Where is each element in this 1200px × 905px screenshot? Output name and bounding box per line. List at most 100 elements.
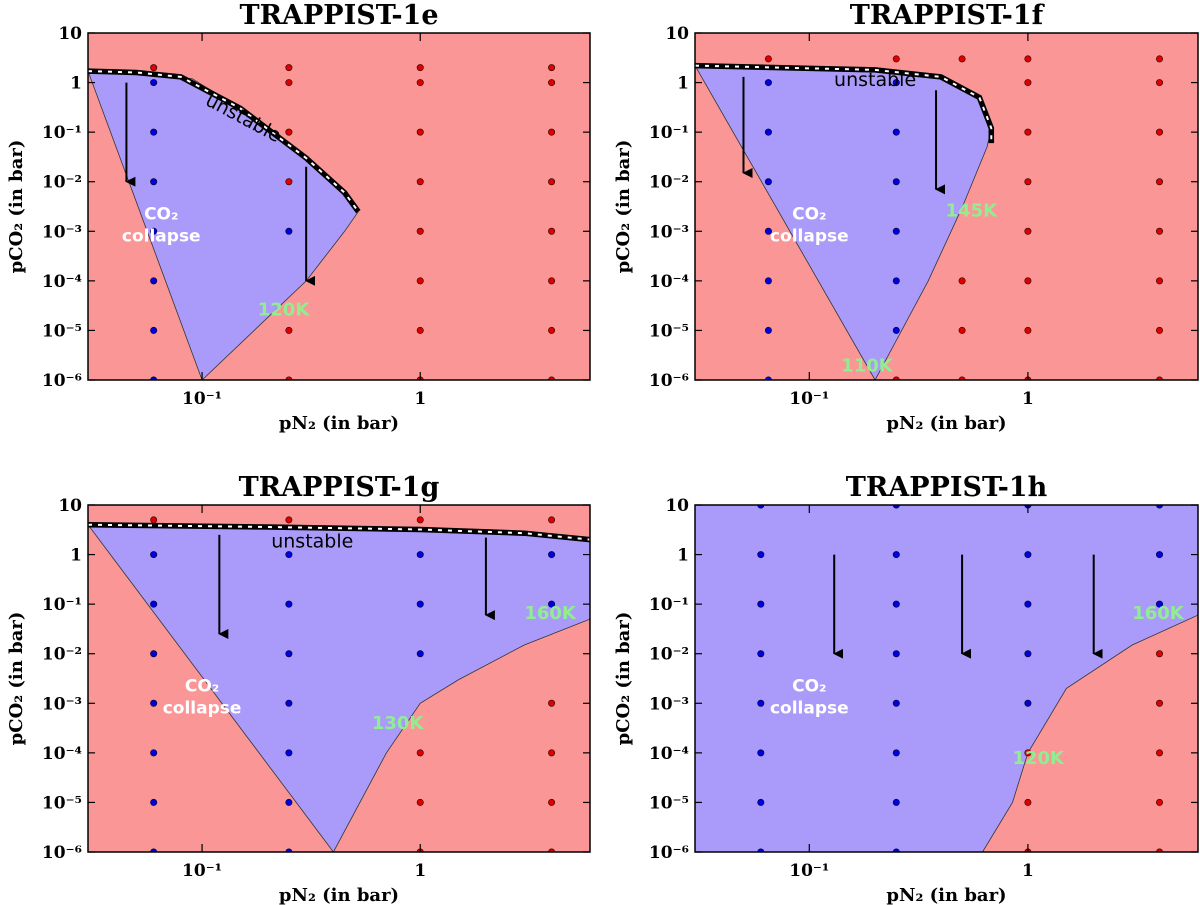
stable-point bbox=[1024, 798, 1032, 806]
panel-title: TRAPPIST-1g bbox=[239, 472, 440, 503]
stable-point bbox=[548, 326, 556, 334]
region-label-collapse: collapse bbox=[163, 698, 242, 718]
collapse-point bbox=[892, 277, 900, 285]
y-tick-label: 10⁻² bbox=[649, 645, 689, 665]
stable-point bbox=[548, 798, 556, 806]
y-axis-label: pCO₂ (in bar) bbox=[613, 612, 634, 746]
collapse-point bbox=[150, 128, 158, 136]
region-label-collapse: collapse bbox=[770, 226, 849, 246]
x-tick-label: 1 bbox=[414, 389, 426, 409]
y-tick-label: 10⁻⁴ bbox=[649, 272, 689, 292]
y-tick-label: 10⁻² bbox=[42, 173, 82, 193]
y-tick-label: 10 bbox=[665, 24, 689, 44]
collapse-point bbox=[757, 699, 765, 707]
y-tick-label: 10⁻⁴ bbox=[649, 744, 689, 764]
collapse-point bbox=[892, 551, 900, 559]
plot-content bbox=[88, 64, 556, 380]
collapse-point bbox=[416, 600, 424, 608]
plot-content bbox=[695, 55, 1164, 380]
region-label-co2: CO₂ bbox=[792, 204, 826, 224]
stable-point bbox=[416, 326, 424, 334]
stable-point bbox=[1156, 227, 1164, 235]
collapse-point bbox=[892, 650, 900, 658]
stable-point bbox=[1156, 79, 1164, 87]
stable-point bbox=[285, 326, 293, 334]
stable-point bbox=[416, 227, 424, 235]
collapse-point bbox=[892, 128, 900, 136]
collapse-point bbox=[764, 79, 772, 87]
plot-content bbox=[695, 505, 1198, 852]
stable-point bbox=[1024, 749, 1032, 757]
collapse-point bbox=[150, 798, 158, 806]
stable-point bbox=[285, 128, 293, 136]
collapse-point bbox=[764, 277, 772, 285]
collapse-point bbox=[764, 326, 772, 334]
collapse-point bbox=[1156, 551, 1164, 559]
temperature-label: 130K bbox=[372, 713, 425, 734]
x-axis-label: pN₂ (in bar) bbox=[886, 885, 1006, 905]
panel-title: TRAPPIST-1f bbox=[850, 0, 1046, 31]
collapse-point bbox=[757, 505, 765, 509]
collapse-point bbox=[150, 326, 158, 334]
collapse-point bbox=[892, 798, 900, 806]
collapse-point bbox=[892, 227, 900, 235]
stable-point bbox=[548, 227, 556, 235]
collapse-point bbox=[892, 326, 900, 334]
x-tick-label: 1 bbox=[414, 861, 426, 881]
stable-point bbox=[1024, 326, 1032, 334]
collapse-point bbox=[1024, 551, 1032, 559]
region-label-co2: CO₂ bbox=[144, 204, 178, 224]
collapse-point bbox=[285, 551, 293, 559]
plot-content bbox=[88, 516, 590, 852]
stable-point bbox=[285, 516, 293, 524]
stable-point bbox=[1024, 79, 1032, 87]
unstable-label: unstable bbox=[271, 530, 353, 552]
collapse-point bbox=[892, 79, 900, 87]
panel-title: TRAPPIST-1h bbox=[846, 472, 1048, 503]
collapse-point bbox=[548, 551, 556, 559]
collapse-point bbox=[892, 600, 900, 608]
y-tick-label: 1 bbox=[677, 74, 689, 94]
stable-point bbox=[548, 128, 556, 136]
collapse-point bbox=[285, 600, 293, 608]
collapse-point bbox=[1024, 600, 1032, 608]
collapse-point bbox=[416, 551, 424, 559]
stable-point bbox=[416, 64, 424, 72]
stable-point bbox=[1024, 277, 1032, 285]
temperature-label: 160K bbox=[524, 603, 577, 624]
collapse-point bbox=[892, 505, 900, 509]
unstable-label: unstable bbox=[834, 69, 916, 91]
stable-point bbox=[416, 128, 424, 136]
stable-point bbox=[1156, 699, 1164, 707]
y-tick-label: 10 bbox=[58, 24, 82, 44]
y-axis-label: pCO₂ (in bar) bbox=[6, 140, 27, 274]
collapse-point bbox=[150, 227, 158, 235]
stable-point bbox=[958, 277, 966, 285]
y-tick-label: 10⁻³ bbox=[649, 222, 689, 242]
y-tick-label: 10⁻⁴ bbox=[42, 744, 82, 764]
y-tick-label: 10⁻⁴ bbox=[42, 272, 82, 292]
panel-trappist-1e: unstableCO₂collapse120K10110⁻¹10⁻²10⁻³10… bbox=[6, 0, 591, 434]
y-tick-label: 10⁻² bbox=[42, 645, 82, 665]
y-tick-label: 10⁻⁶ bbox=[649, 843, 689, 863]
collapse-point bbox=[1156, 600, 1164, 608]
y-tick-label: 1 bbox=[677, 546, 689, 566]
y-tick-label: 1 bbox=[70, 74, 82, 94]
stable-point bbox=[150, 516, 158, 524]
temperature-label: 145K bbox=[946, 200, 999, 221]
x-tick-label: 10⁻¹ bbox=[182, 389, 222, 409]
stable-point bbox=[1024, 128, 1032, 136]
y-tick-label: 1 bbox=[70, 546, 82, 566]
stable-point bbox=[416, 178, 424, 186]
collapse-point bbox=[757, 650, 765, 658]
y-tick-label: 10⁻¹ bbox=[649, 595, 689, 615]
stable-point bbox=[958, 326, 966, 334]
x-tick-label: 1 bbox=[1022, 389, 1034, 409]
stable-point bbox=[1156, 178, 1164, 186]
stable-point bbox=[285, 178, 293, 186]
y-tick-label: 10⁻⁶ bbox=[42, 371, 82, 391]
collapse-point bbox=[1156, 505, 1164, 509]
